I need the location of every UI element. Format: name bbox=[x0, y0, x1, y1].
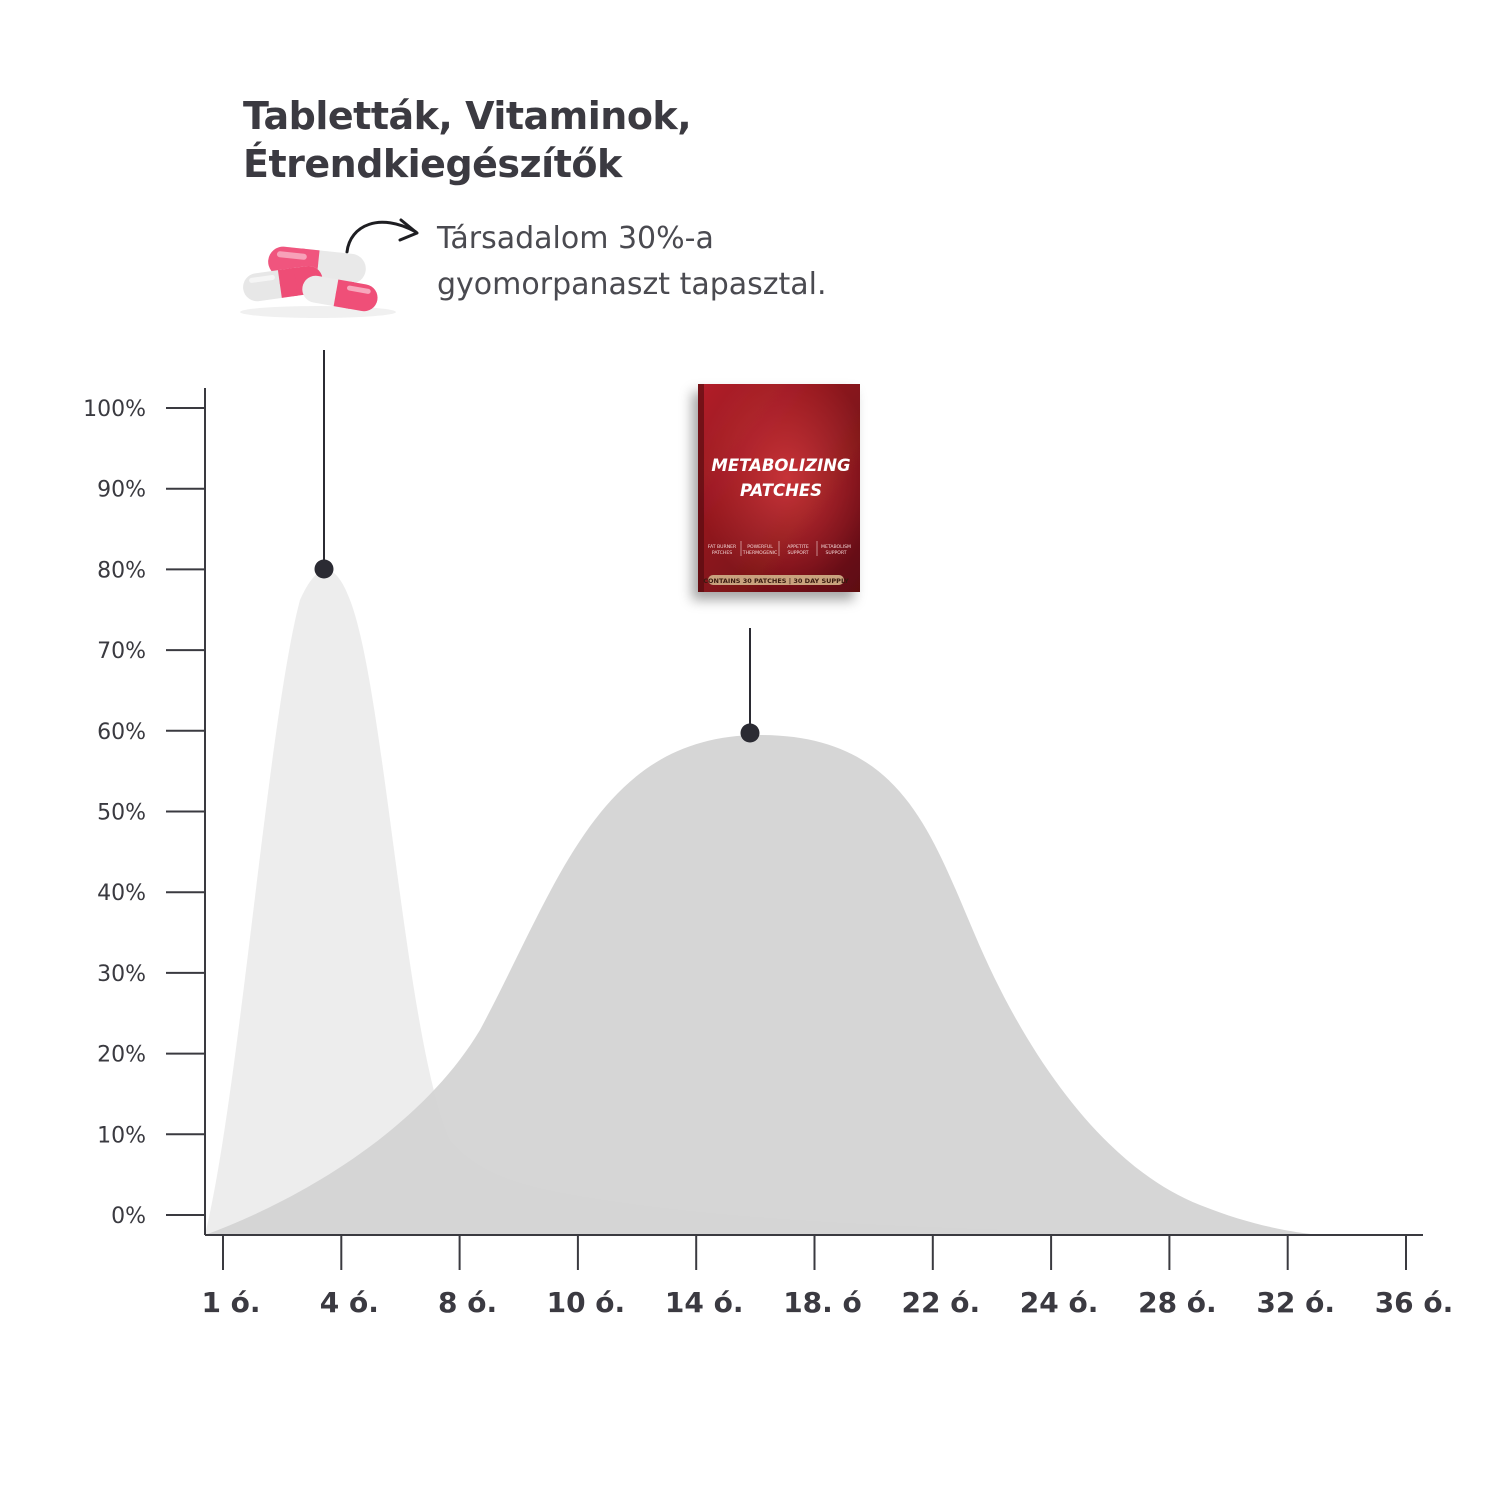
note-line1: Társadalom 30%-a bbox=[437, 221, 714, 256]
pill-capsules-icon bbox=[240, 246, 396, 318]
x-tick-label: 28 ó. bbox=[1138, 1286, 1217, 1319]
box-feature-label: METABOLISM SUPPORT bbox=[821, 544, 851, 556]
y-tick-label: 60% bbox=[97, 720, 146, 745]
y-ticks: 100% 90% 80% 70% 60% 50% 40% 30% 20% 10% 0% bbox=[83, 397, 205, 1229]
x-tick-label: 8 ó. bbox=[438, 1286, 497, 1319]
x-tick-label: 24 ó. bbox=[1020, 1286, 1099, 1319]
box-feature-label: FAT BURNER PATCHES bbox=[708, 544, 737, 556]
x-tick-label: 22 ó. bbox=[902, 1286, 981, 1319]
y-tick-label: 90% bbox=[97, 478, 146, 503]
y-tick-label: 20% bbox=[97, 1043, 146, 1068]
chart-title: Tabletták, Vitaminok, Étrendkiegészítők bbox=[243, 92, 843, 188]
box-feature-label: APPETITE SUPPORT bbox=[787, 544, 809, 556]
y-tick-label: 80% bbox=[97, 558, 146, 583]
pills-peak-marker bbox=[314, 559, 334, 579]
box-footer: CONTAINS 30 PATCHES | 30 DAY SUPPLY bbox=[703, 577, 849, 586]
curved-arrow-icon bbox=[345, 218, 419, 254]
box-feature-label: POWERFUL THERMOGENIC bbox=[742, 544, 777, 556]
x-tick-label: 14 ó. bbox=[665, 1286, 744, 1319]
y-tick-label: 70% bbox=[97, 639, 146, 664]
x-tick-label: 36 ó. bbox=[1375, 1286, 1454, 1319]
curve-pills bbox=[205, 570, 1310, 1235]
box-name-line1: METABOLIZING bbox=[711, 456, 850, 475]
x-tick-label: 10 ó. bbox=[547, 1286, 626, 1319]
y-tick-label: 10% bbox=[97, 1123, 146, 1148]
y-tick-label: 40% bbox=[97, 881, 146, 906]
x-tick-label: 18. ó bbox=[783, 1286, 862, 1319]
y-tick-label: 100% bbox=[83, 397, 146, 422]
y-tick-label: 50% bbox=[97, 801, 146, 826]
box-features: FAT BURNER PATCHES POWERFUL THERMOGENIC APPE… bbox=[708, 541, 851, 556]
box-name-line2: PATCHES bbox=[740, 481, 822, 500]
x-ticks: 1 ó. 4 ó. 8 ó. 10 ó. 14 ó. 18. ó 22 ó. 24 ó. 28 … bbox=[201, 1235, 1453, 1319]
patch-peak-marker bbox=[740, 723, 760, 743]
title-line2: Étrendkiegészítők bbox=[243, 142, 622, 186]
y-tick-label: 30% bbox=[97, 962, 146, 987]
x-tick-label: 1 ó. bbox=[201, 1286, 260, 1319]
x-tick-label: 4 ó. bbox=[320, 1286, 379, 1319]
metabolizing-patches-box: METABOLIZING PATCHES FAT BURNER PATCHES PO… bbox=[698, 384, 860, 592]
y-tick-label: 0% bbox=[111, 1204, 146, 1229]
curve-patch bbox=[205, 735, 1320, 1235]
annotation-note: Társadalom 30%-a gyomorpanaszt tapasztal… bbox=[437, 216, 997, 308]
x-tick-label: 32 ó. bbox=[1256, 1286, 1335, 1319]
note-line2: gyomorpanaszt tapasztal. bbox=[437, 267, 827, 302]
title-line1: Tabletták, Vitaminok, bbox=[243, 94, 692, 138]
